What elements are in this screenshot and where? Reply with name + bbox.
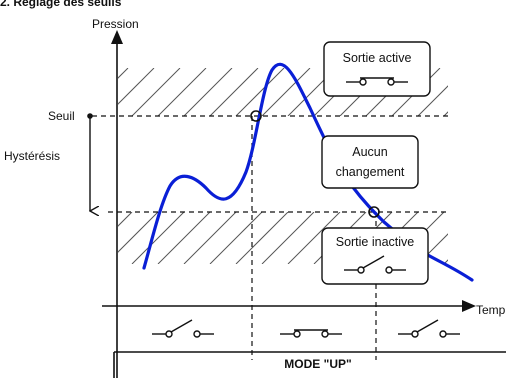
state-open-switch-icon-1 — [152, 319, 214, 338]
hatch-line — [183, 212, 237, 264]
hysteresis-label: Hystérésis — [4, 149, 60, 163]
box-aucun-label: Aucun — [352, 145, 387, 159]
hatch-line — [118, 68, 129, 79]
section-heading: 2. Réglage des seuils — [0, 0, 122, 9]
hatch-line — [209, 68, 259, 116]
hatch-line — [118, 212, 159, 253]
hatch-line — [183, 68, 233, 116]
box-sortie-active: Sortie active — [323, 41, 431, 97]
hatch-line — [470, 68, 506, 116]
x-axis-arrow-icon — [462, 300, 476, 312]
closed-switch-icon — [346, 77, 408, 86]
hatch-line — [417, 85, 448, 116]
box-changement-label: changement — [336, 165, 405, 179]
crossing-down-circle — [368, 206, 380, 218]
crossing-up-circle — [250, 110, 262, 122]
state-closed-switch-icon — [280, 329, 342, 338]
hatch-line — [118, 68, 155, 105]
hatch-line — [261, 68, 311, 116]
open-switch-icon — [344, 255, 406, 274]
x-axis-label: Temp — [476, 303, 506, 317]
y-axis-label: Pression — [92, 17, 139, 31]
hatch-line — [131, 68, 181, 116]
y-axis-arrow-icon — [111, 30, 123, 44]
hatch-line — [235, 68, 285, 116]
hatch-line — [157, 68, 207, 116]
box-sortie-inactive-label: Sortie inactive — [336, 235, 415, 249]
hatch-line — [209, 212, 263, 264]
hatch-line — [118, 212, 133, 227]
hatch-line — [261, 212, 315, 264]
threshold-dot — [87, 113, 93, 119]
mode-label: MODE "UP" — [284, 357, 351, 371]
hatch-line — [496, 212, 506, 264]
state-open-switch-icon-2 — [398, 319, 460, 338]
hatch-line — [443, 259, 448, 264]
hatch-line — [235, 212, 289, 264]
lower-hatch-zone — [118, 212, 506, 264]
threshold-label: Seuil — [48, 109, 75, 123]
box-aucun-changement: Aucun changement — [321, 135, 419, 189]
hatch-line — [157, 212, 211, 264]
hatch-line — [470, 212, 506, 264]
hatch-line — [131, 212, 185, 264]
hatch-line — [443, 111, 448, 116]
box-sortie-active-label: Sortie active — [343, 51, 412, 65]
box-sortie-inactive: Sortie inactive — [321, 227, 429, 285]
hatch-line — [287, 212, 341, 264]
